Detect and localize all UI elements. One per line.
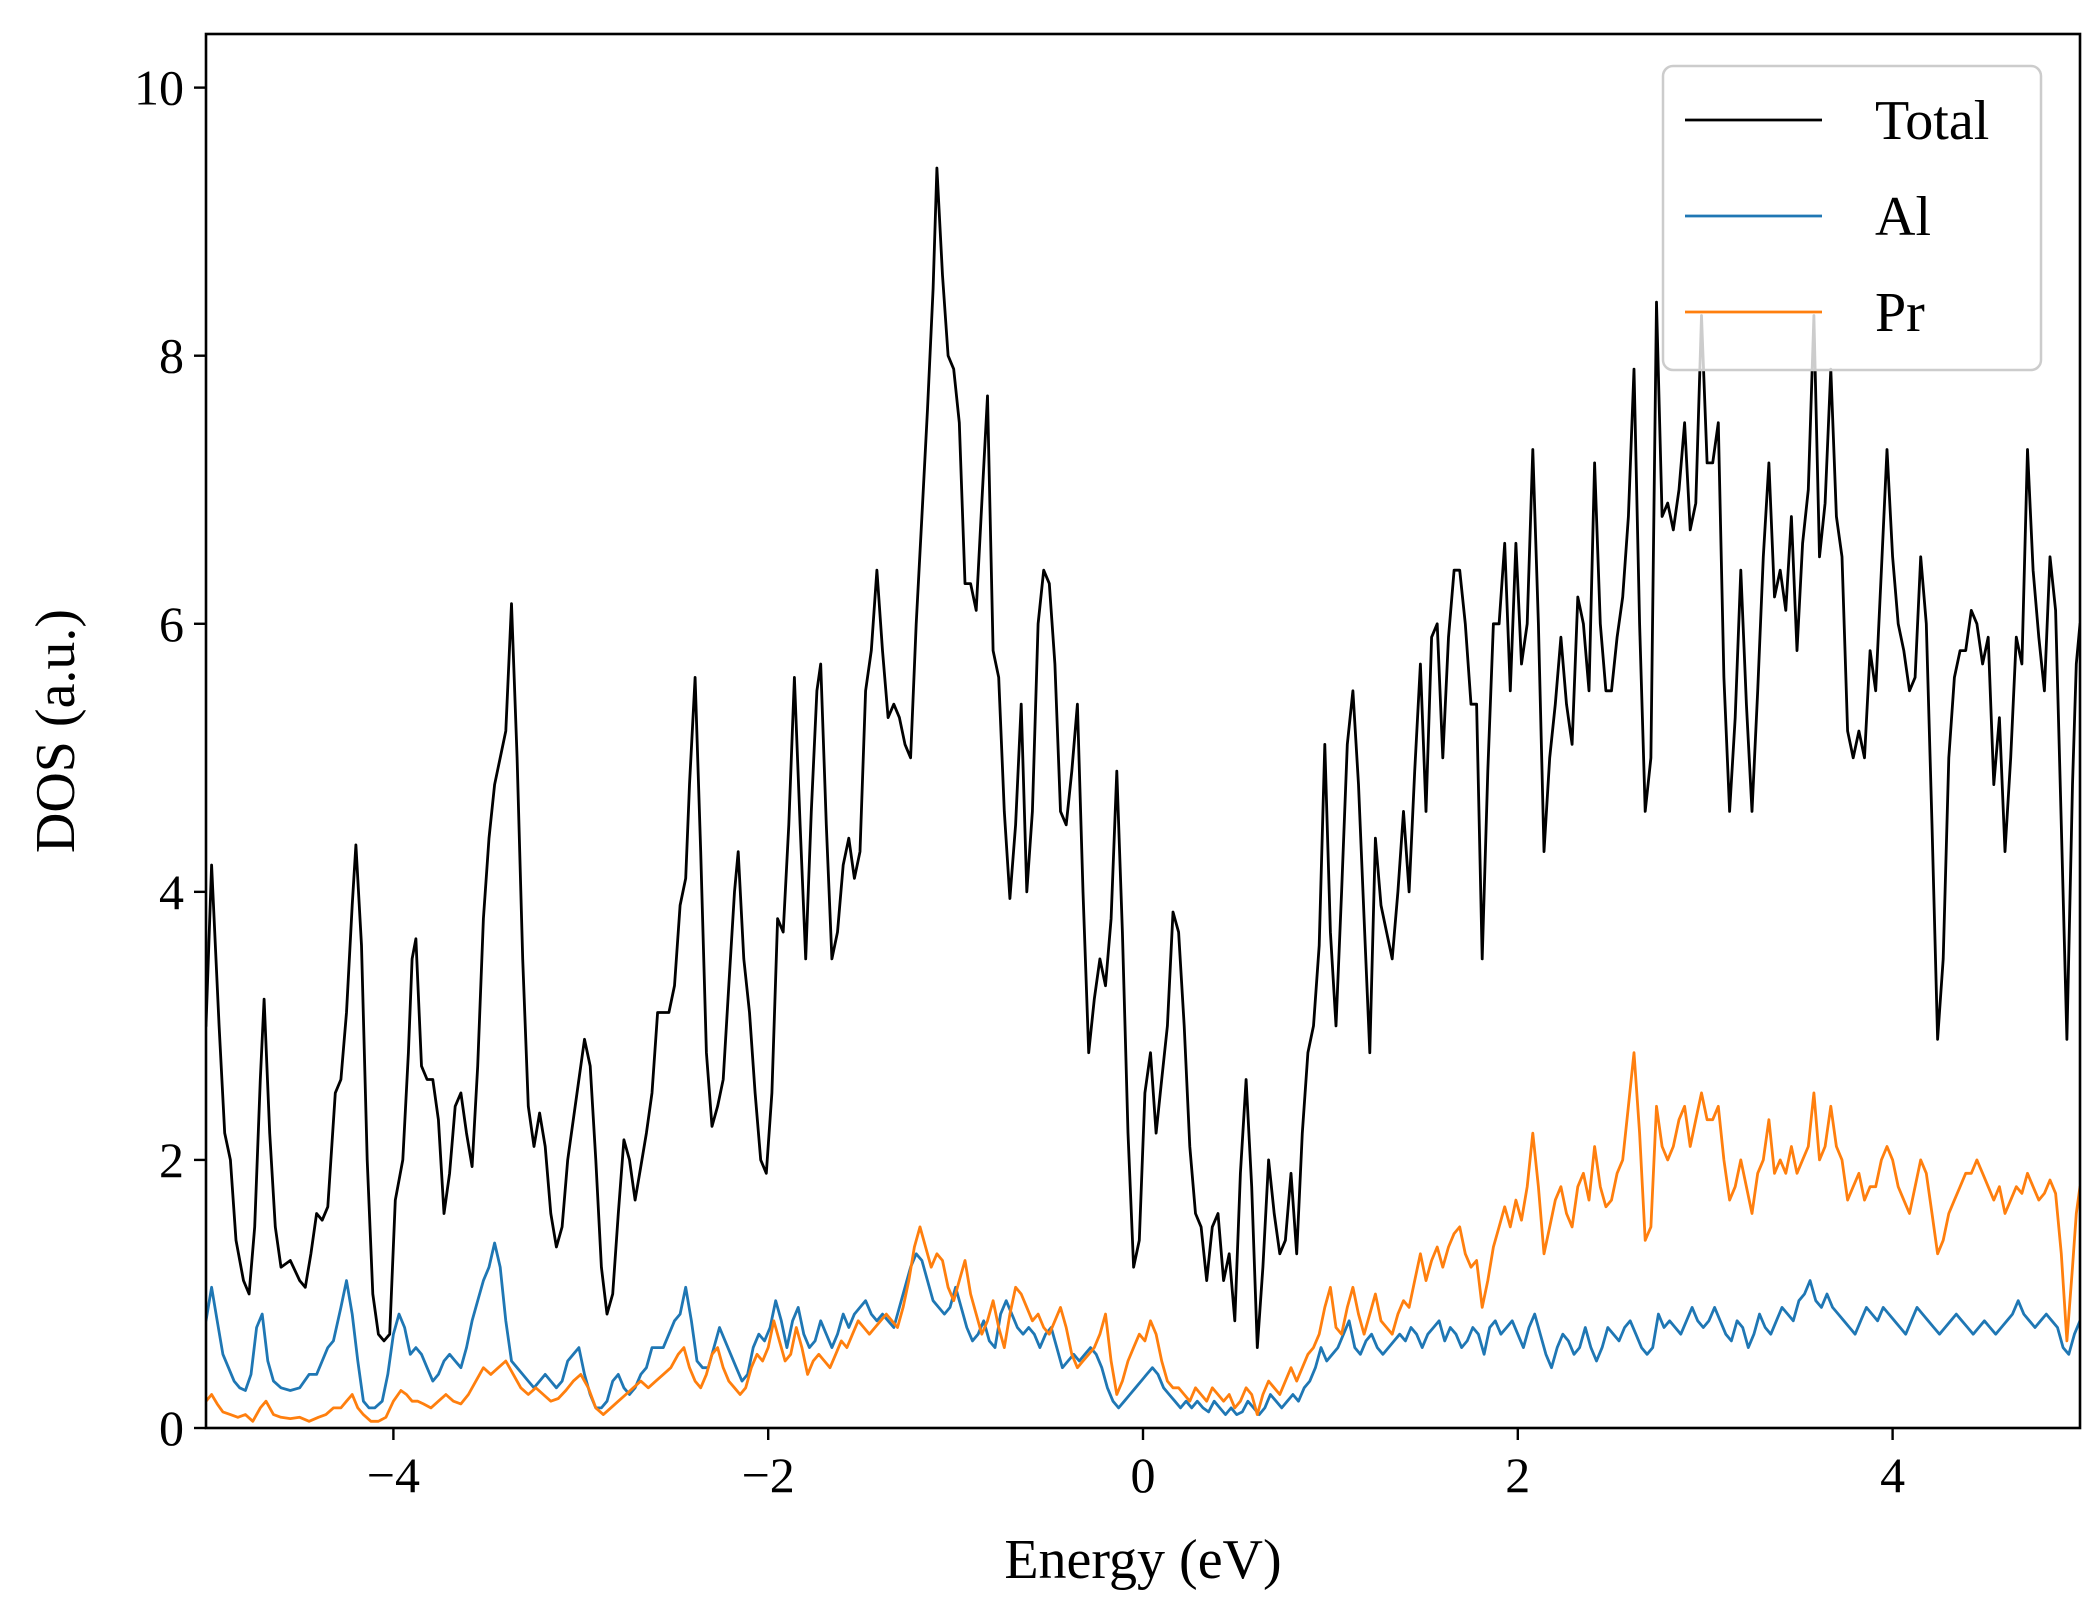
legend-box (1661, 64, 2043, 372)
legend-label-al: Al (1875, 186, 1931, 248)
series-line-pr (206, 1051, 2080, 1423)
y-tick-label: 6 (159, 596, 184, 652)
legend-label-pr: Pr (1875, 282, 1925, 344)
y-axis-ticks: 0 2 4 6 8 10 (134, 60, 206, 1456)
legend-label-total: Total (1875, 90, 1989, 152)
x-tick-label: −4 (367, 1447, 420, 1503)
x-tick-label: 0 (1131, 1447, 1156, 1503)
series-line-al (206, 1241, 2080, 1416)
legend: Total Al Pr (1661, 64, 2043, 372)
x-tick-label: 2 (1505, 1447, 1530, 1503)
series-line-total (206, 166, 2080, 1349)
x-tick-label: 4 (1880, 1447, 1905, 1503)
y-axis-label: DOS (a.u.) (25, 609, 87, 853)
y-tick-label: 4 (159, 864, 184, 920)
x-axis-label: Energy (eV) (1004, 1529, 1281, 1591)
y-tick-label: 8 (159, 328, 184, 384)
x-axis-ticks: −4 −2 0 2 4 (367, 1428, 1905, 1503)
x-tick-label: −2 (742, 1447, 795, 1503)
y-tick-label: 0 (159, 1400, 184, 1456)
y-tick-label: 2 (159, 1132, 184, 1188)
series-layer (206, 166, 2080, 1423)
y-tick-label: 10 (134, 60, 184, 116)
